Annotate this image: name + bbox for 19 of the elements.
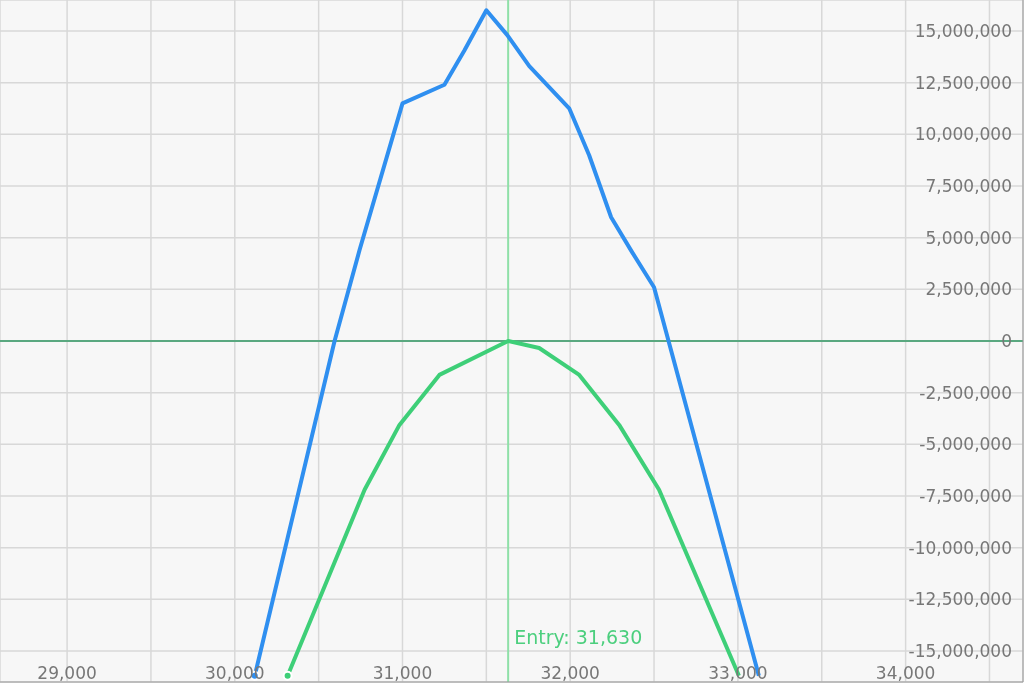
y-tick-label: -5,000,000 (919, 434, 1012, 455)
y-tick-label: 2,500,000 (925, 279, 1012, 300)
ref-line-label: Entry: 31,630 (514, 626, 643, 648)
x-tick-label: 32,000 (540, 662, 600, 683)
y-tick-label: 10,000,000 (914, 124, 1012, 145)
y-tick-label: 5,000,000 (925, 227, 1012, 248)
y-tick-label: -10,000,000 (908, 537, 1012, 558)
x-tick-label: 33,000 (708, 662, 768, 683)
y-tick-label: 15,000,000 (914, 21, 1012, 41)
y-tick-label: -12,500,000 (908, 589, 1012, 610)
x-tick-label: 29,000 (37, 662, 97, 683)
x-tick-label: 31,000 (372, 662, 433, 683)
y-tick-label: -7,500,000 (919, 486, 1012, 506)
x-tick-label: 30,000 (205, 662, 265, 683)
y-tick-label: 12,500,000 (914, 72, 1012, 93)
y-tick-label: 7,500,000 (925, 176, 1012, 196)
y-tick-label: -2,500,000 (919, 382, 1012, 403)
x-tick-label: 34,000 (875, 662, 936, 683)
y-tick-label: -15,000,000 (908, 641, 1012, 661)
